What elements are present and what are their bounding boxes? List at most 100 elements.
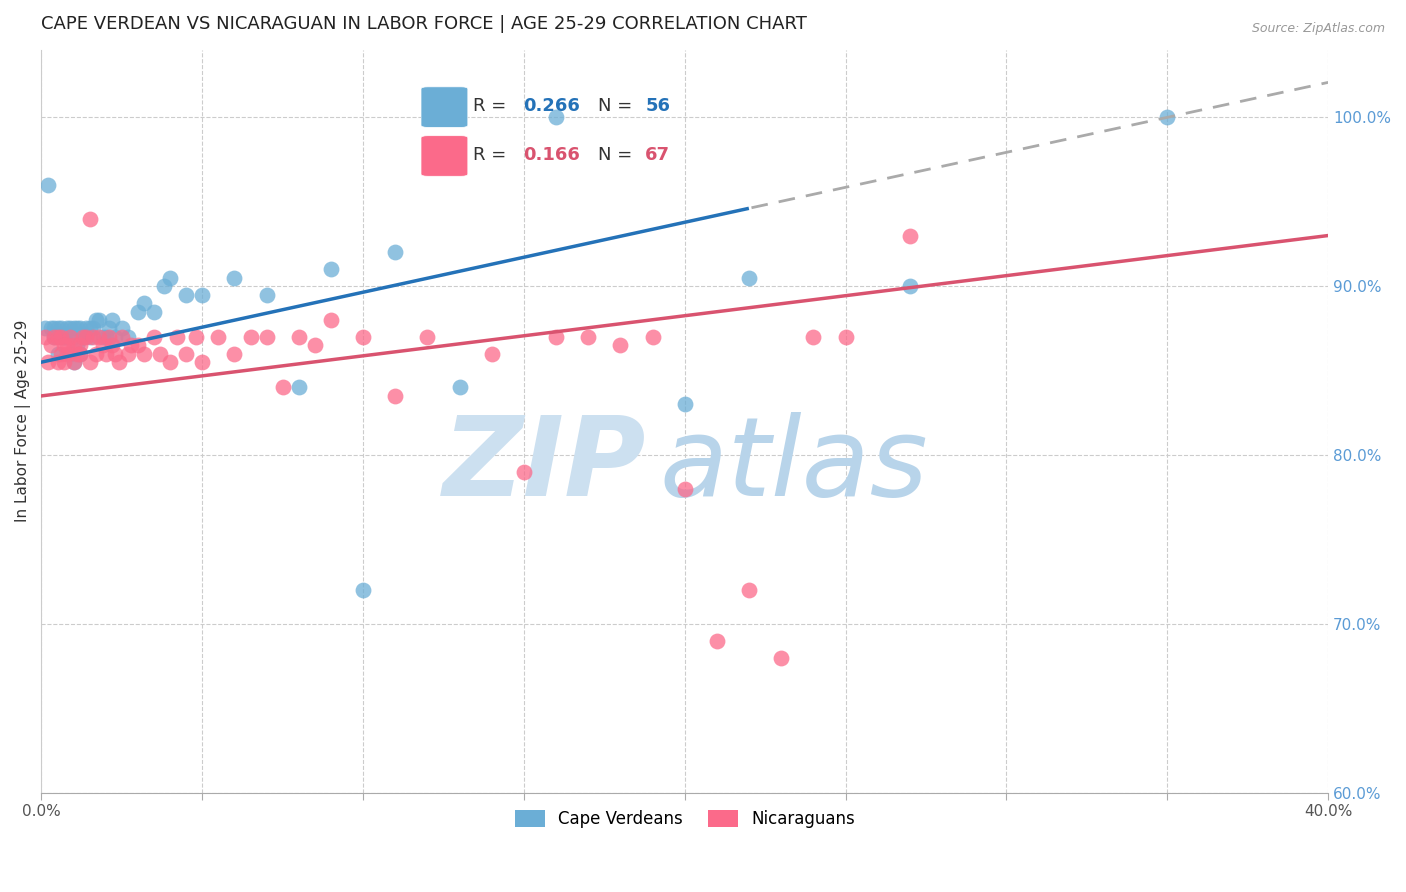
Point xyxy=(111,321,134,335)
Point xyxy=(52,330,75,344)
Point xyxy=(84,347,107,361)
Point xyxy=(481,347,503,361)
Point xyxy=(104,330,127,344)
Point xyxy=(352,330,374,344)
Point xyxy=(287,330,309,344)
Point xyxy=(89,330,111,344)
Point xyxy=(46,355,69,369)
Point xyxy=(91,330,114,344)
Point xyxy=(117,347,139,361)
Point xyxy=(706,633,728,648)
Point xyxy=(52,338,75,352)
Point xyxy=(738,583,761,598)
Point xyxy=(94,330,117,344)
Point xyxy=(34,321,56,335)
Point xyxy=(59,321,82,335)
Point xyxy=(609,338,631,352)
Point xyxy=(738,270,761,285)
Point xyxy=(56,321,79,335)
Point xyxy=(149,347,172,361)
Point xyxy=(107,355,129,369)
Text: ZIP: ZIP xyxy=(443,412,647,519)
Point xyxy=(79,355,101,369)
Point xyxy=(143,304,166,318)
Point xyxy=(34,330,56,344)
Point xyxy=(98,330,121,344)
Point xyxy=(62,321,84,335)
Point xyxy=(49,321,72,335)
Point xyxy=(84,313,107,327)
Point xyxy=(66,338,89,352)
Point xyxy=(641,330,664,344)
Point xyxy=(44,330,66,344)
Point xyxy=(52,355,75,369)
Point xyxy=(82,321,104,335)
Legend: Cape Verdeans, Nicaraguans: Cape Verdeans, Nicaraguans xyxy=(506,802,863,837)
Point xyxy=(352,583,374,598)
Point xyxy=(75,321,97,335)
Point xyxy=(46,347,69,361)
Text: CAPE VERDEAN VS NICARAGUAN IN LABOR FORCE | AGE 25-29 CORRELATION CHART: CAPE VERDEAN VS NICARAGUAN IN LABOR FORC… xyxy=(41,15,807,33)
Point xyxy=(898,228,921,243)
Point xyxy=(39,321,62,335)
Point xyxy=(72,330,94,344)
Point xyxy=(49,330,72,344)
Point xyxy=(803,330,825,344)
Point xyxy=(256,330,278,344)
Point xyxy=(46,330,69,344)
Point xyxy=(239,330,262,344)
Point xyxy=(134,296,156,310)
Point xyxy=(37,178,59,192)
Point xyxy=(56,330,79,344)
Point xyxy=(101,313,124,327)
Point xyxy=(66,321,89,335)
Point xyxy=(59,347,82,361)
Point xyxy=(39,338,62,352)
Text: Source: ZipAtlas.com: Source: ZipAtlas.com xyxy=(1251,22,1385,36)
Point xyxy=(46,321,69,335)
Point xyxy=(174,347,197,361)
Point xyxy=(62,355,84,369)
Point xyxy=(159,270,181,285)
Point xyxy=(513,465,536,479)
Point xyxy=(44,330,66,344)
Point xyxy=(72,330,94,344)
Point xyxy=(101,338,124,352)
Point xyxy=(174,287,197,301)
Point xyxy=(56,347,79,361)
Point xyxy=(546,330,568,344)
Point xyxy=(207,330,229,344)
Point xyxy=(673,397,696,411)
Point xyxy=(79,330,101,344)
Point xyxy=(319,313,342,327)
Point xyxy=(134,347,156,361)
Point xyxy=(166,330,188,344)
Point xyxy=(69,321,91,335)
Point xyxy=(111,330,134,344)
Point xyxy=(143,330,166,344)
Point xyxy=(256,287,278,301)
Point xyxy=(59,330,82,344)
Point xyxy=(72,330,94,344)
Point xyxy=(69,338,91,352)
Point xyxy=(89,313,111,327)
Point xyxy=(191,355,214,369)
Text: atlas: atlas xyxy=(659,412,928,519)
Point xyxy=(304,338,326,352)
Point xyxy=(898,279,921,293)
Point xyxy=(191,287,214,301)
Point xyxy=(1156,111,1178,125)
Point xyxy=(94,347,117,361)
Point xyxy=(184,330,207,344)
Point xyxy=(449,380,471,394)
Point xyxy=(66,347,89,361)
Point xyxy=(127,304,149,318)
Point xyxy=(416,330,439,344)
Point xyxy=(56,338,79,352)
Point xyxy=(287,380,309,394)
Point xyxy=(224,270,246,285)
Point xyxy=(834,330,856,344)
Point xyxy=(69,347,91,361)
Point xyxy=(673,482,696,496)
Point xyxy=(384,245,406,260)
